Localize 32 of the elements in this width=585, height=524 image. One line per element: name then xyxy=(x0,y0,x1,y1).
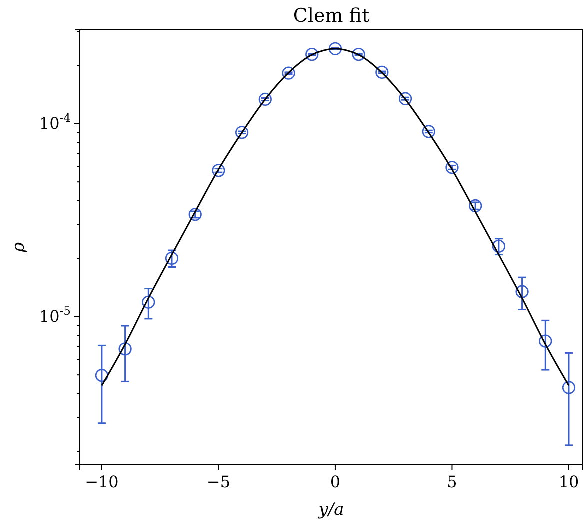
point xyxy=(422,125,436,138)
y-tick-label: 10$^{-4}$ xyxy=(39,111,71,134)
x-tick-label: 10 xyxy=(558,472,580,492)
x-axis-title: y/a xyxy=(318,500,344,520)
point xyxy=(562,381,576,394)
line-series xyxy=(101,48,570,387)
y-tick-label: 10$^{-5}$ xyxy=(39,304,71,326)
point xyxy=(376,66,389,80)
x-tick-label: −10 xyxy=(85,472,119,492)
x-tick-label: −5 xyxy=(206,472,231,492)
point xyxy=(142,296,156,309)
point xyxy=(469,199,482,213)
point xyxy=(258,92,272,106)
point xyxy=(328,42,342,56)
point xyxy=(188,208,202,222)
point xyxy=(306,48,319,62)
y-axis-title: ρ xyxy=(9,242,29,254)
point xyxy=(95,369,109,382)
point xyxy=(446,161,459,174)
point xyxy=(492,240,506,254)
point xyxy=(212,164,226,178)
x-tick-label: 0 xyxy=(330,472,341,492)
point xyxy=(539,334,552,348)
x-tick-label: 5 xyxy=(447,472,458,492)
point xyxy=(165,252,179,266)
point xyxy=(352,48,366,62)
point xyxy=(398,92,412,106)
point xyxy=(235,126,249,140)
chart-title: Clem fit xyxy=(293,5,370,27)
point xyxy=(516,285,529,298)
point xyxy=(282,66,296,80)
point xyxy=(118,342,132,356)
